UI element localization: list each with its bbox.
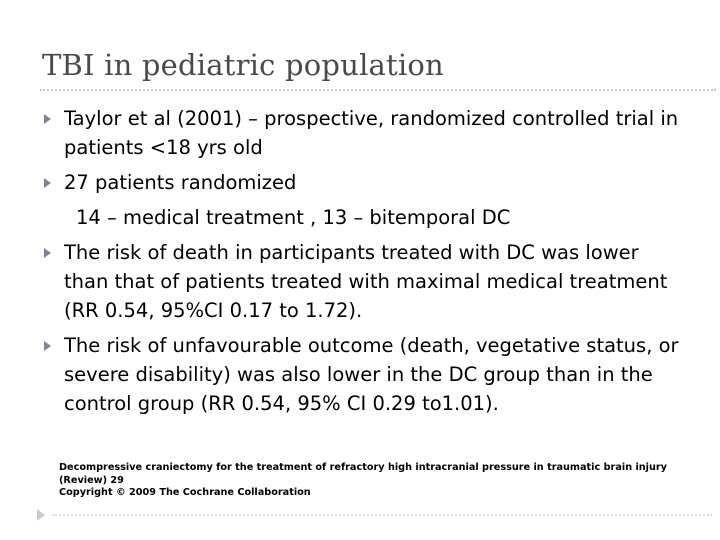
bullet-item: The risk of death in participants treate… <box>42 238 682 325</box>
bullet-text: 27 patients randomized <box>64 171 297 194</box>
bullet-item: The risk of unfavourable outcome (death,… <box>42 331 682 418</box>
bullet-text: The risk of unfavourable outcome (death,… <box>64 334 679 415</box>
bullet-item: 27 patients randomized <box>42 168 682 197</box>
triangle-bullet-icon <box>44 178 51 188</box>
slide-title: TBI in pediatric population <box>42 48 444 82</box>
bullet-list: Taylor et al (2001) – prospective, rando… <box>42 104 682 424</box>
bullet-text: 14 – medical treatment , 13 – bitemporal… <box>76 206 511 229</box>
triangle-bullet-icon <box>44 248 51 258</box>
footnote-citation: Decompressive craniectomy for the treatm… <box>59 462 667 486</box>
footnote: Decompressive craniectomy for the treatm… <box>59 462 679 500</box>
bullet-text: The risk of death in participants treate… <box>64 241 668 322</box>
bullet-subitem: 14 – medical treatment , 13 – bitemporal… <box>42 203 682 232</box>
bullet-item: Taylor et al (2001) – prospective, rando… <box>42 104 682 162</box>
triangle-bullet-icon <box>44 114 51 124</box>
bullet-text: Taylor et al (2001) – prospective, rando… <box>64 107 679 159</box>
footer-divider <box>52 514 712 516</box>
triangle-bullet-icon <box>44 341 51 351</box>
title-divider <box>40 89 716 91</box>
next-slide-arrow-icon[interactable] <box>37 509 45 521</box>
footnote-copyright: Copyright © 2009 The Cochrane Collaborat… <box>59 487 311 498</box>
